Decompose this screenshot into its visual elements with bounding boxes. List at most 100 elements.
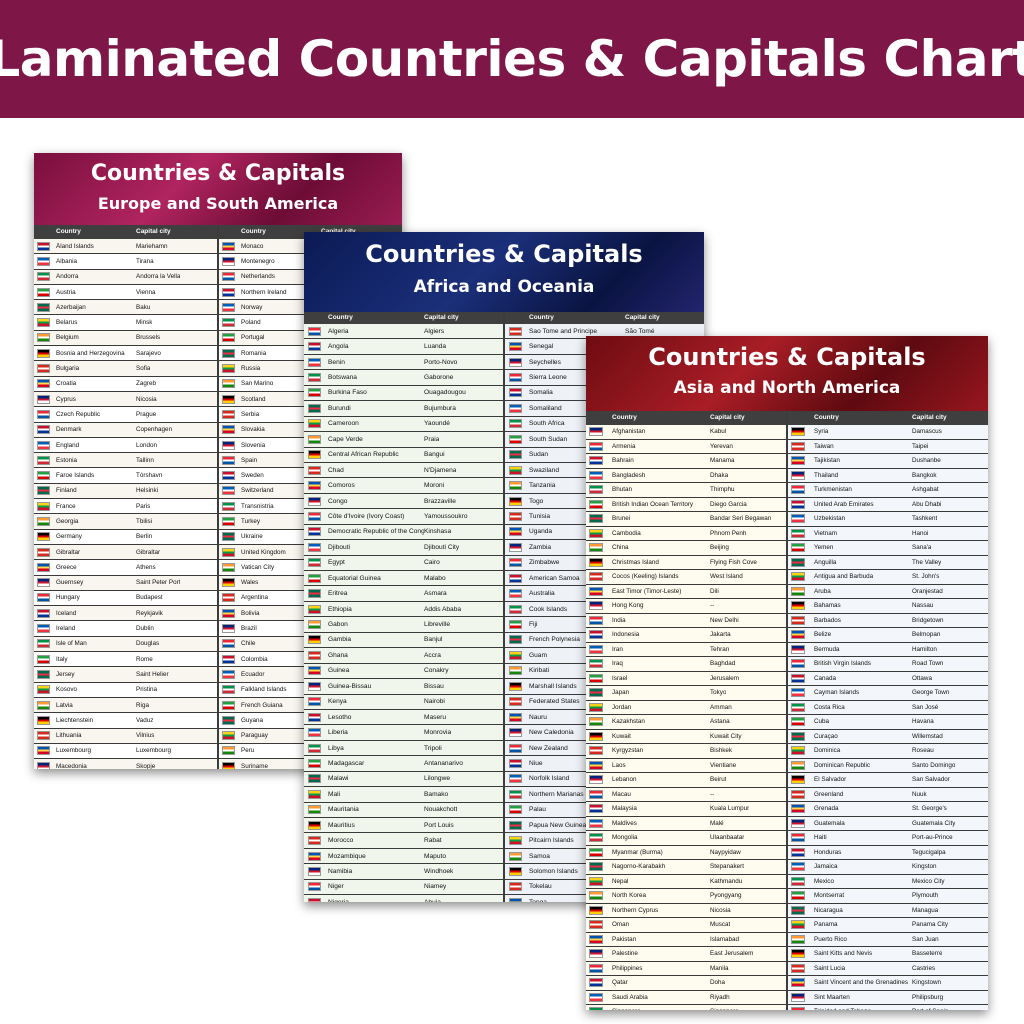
capital-name: Philipsburg xyxy=(912,993,944,1001)
country-name: Burundi xyxy=(328,404,351,412)
flag-icon xyxy=(308,712,321,722)
table-row: Saint Lucia Castries xyxy=(788,961,988,976)
table-row: Luxembourg Luxembourg xyxy=(34,743,217,760)
capital-name: St. George's xyxy=(912,805,947,813)
capital-name: Saint Helier xyxy=(136,670,169,678)
table-row: Faroe Islands Tórshavn xyxy=(34,468,217,484)
country-name: England xyxy=(56,441,80,449)
table-row: Kyrgyzstan Bishkek xyxy=(586,744,786,759)
table-row: Montserrat Plymouth xyxy=(788,889,988,904)
capital-name: Tirana xyxy=(136,257,154,265)
country-name: Falkland Islands xyxy=(241,686,287,694)
flag-icon xyxy=(791,862,805,872)
capital-name: Abu Dhabi xyxy=(912,500,942,508)
flag-icon xyxy=(589,862,603,872)
flag-icon xyxy=(589,688,603,698)
country-name: Federated States xyxy=(529,698,580,706)
country-name: Pakistan xyxy=(612,935,637,943)
header-spacer xyxy=(792,411,804,412)
poster-header: Countries & Capitals Asia and North Amer… xyxy=(586,336,988,411)
capital-name: Panama City xyxy=(912,921,949,929)
table-row: Saudi Arabia Riyadh xyxy=(586,990,786,1005)
flag-icon xyxy=(791,760,805,770)
capital-name: Bissau xyxy=(424,682,444,690)
poster-title: Countries & Capitals xyxy=(648,343,926,371)
country-name: Guatemala xyxy=(814,819,845,827)
table-row: Austria Vienna xyxy=(34,284,217,301)
flag-icon xyxy=(589,978,603,988)
flag-icon xyxy=(791,528,805,538)
flag-icon xyxy=(509,681,522,691)
table-row: Tajikistan Dushanbe xyxy=(788,454,988,469)
capital-name: Djibouti City xyxy=(424,543,460,551)
table-row: Comoros Moroni xyxy=(304,478,503,494)
flag-icon xyxy=(791,963,805,973)
flag-icon xyxy=(589,572,603,582)
table-row: Djibouti Djibouti City xyxy=(304,540,503,556)
table-row: France Paris xyxy=(34,499,217,515)
table-row: Guernsey Saint Peter Port xyxy=(34,576,217,591)
flag-icon xyxy=(222,624,235,634)
country-name: Jamaica xyxy=(814,863,838,871)
flag-icon xyxy=(791,543,805,553)
table-row: India New Delhi xyxy=(586,613,786,628)
flag-icon xyxy=(308,542,321,552)
country-name: Eritrea xyxy=(328,590,348,598)
country-name: Afghanistan xyxy=(612,428,646,436)
capital-name: Kuala Lumpur xyxy=(710,805,750,813)
country-name: United Arab Emirates xyxy=(814,500,874,508)
capital-name: Skopje xyxy=(136,762,156,769)
flag-icon xyxy=(589,630,603,640)
country-name: Palestine xyxy=(612,950,638,958)
country-name: Algeria xyxy=(328,327,349,335)
table-row: Azerbaijan Baku xyxy=(34,300,217,316)
flag-icon xyxy=(791,441,805,451)
country-name: Belarus xyxy=(56,319,78,327)
country-column-header: Country xyxy=(328,314,353,321)
flag-icon xyxy=(222,731,235,741)
flag-icon xyxy=(509,589,522,599)
country-name: Morocco xyxy=(328,837,354,845)
flag-icon xyxy=(308,650,321,660)
capital-name: Conakry xyxy=(424,667,449,675)
country-name: Solomon Islands xyxy=(529,868,578,876)
country-name: Indonesia xyxy=(612,631,640,639)
capital-name: Tashkent xyxy=(912,515,938,523)
country-name: Colombia xyxy=(241,655,268,663)
capital-column-header: Capital city xyxy=(321,225,356,239)
capital-name: Praia xyxy=(424,435,440,443)
flag-icon xyxy=(308,558,321,568)
flag-icon xyxy=(308,342,321,352)
country-name: Kenya xyxy=(328,698,347,706)
country-name: Argentina xyxy=(241,594,268,602)
capital-name: Saint Peter Port xyxy=(136,579,181,587)
table-row: England London xyxy=(34,437,217,454)
table-row: Denmark Copenhagen xyxy=(34,423,217,438)
capital-name: Tegucigalpa xyxy=(912,848,946,856)
flag-icon xyxy=(222,379,235,389)
flag-icon xyxy=(791,717,805,727)
country-name: Thailand xyxy=(814,471,839,479)
flag-icon xyxy=(509,604,522,614)
capital-name: Flying Fish Cove xyxy=(710,558,757,566)
capital-name: Astana xyxy=(710,718,730,726)
country-name: Somalia xyxy=(529,389,553,397)
country-name: Guinea-Bissau xyxy=(328,682,372,690)
table-row: Armenia Yerevan xyxy=(586,439,786,454)
flag-icon xyxy=(308,697,321,707)
flag-icon xyxy=(37,669,50,679)
country-name: French Guiana xyxy=(241,701,283,709)
country-name: Bhutan xyxy=(612,486,632,494)
capital-name: Accra xyxy=(424,651,441,659)
country-column-header: Country xyxy=(612,414,637,421)
country-name: Yemen xyxy=(814,544,834,552)
flag-icon xyxy=(308,357,321,367)
capital-name: Reykjavik xyxy=(136,609,163,617)
capital-name: Bangui xyxy=(424,451,445,459)
table-row: Taiwan Taipei xyxy=(788,439,988,454)
table-row: Finland Helsinki xyxy=(34,484,217,500)
flag-icon xyxy=(222,486,235,496)
flag-icon xyxy=(589,775,603,785)
capital-name: Nicosia xyxy=(136,395,157,403)
country-name: Curaçao xyxy=(814,732,838,740)
